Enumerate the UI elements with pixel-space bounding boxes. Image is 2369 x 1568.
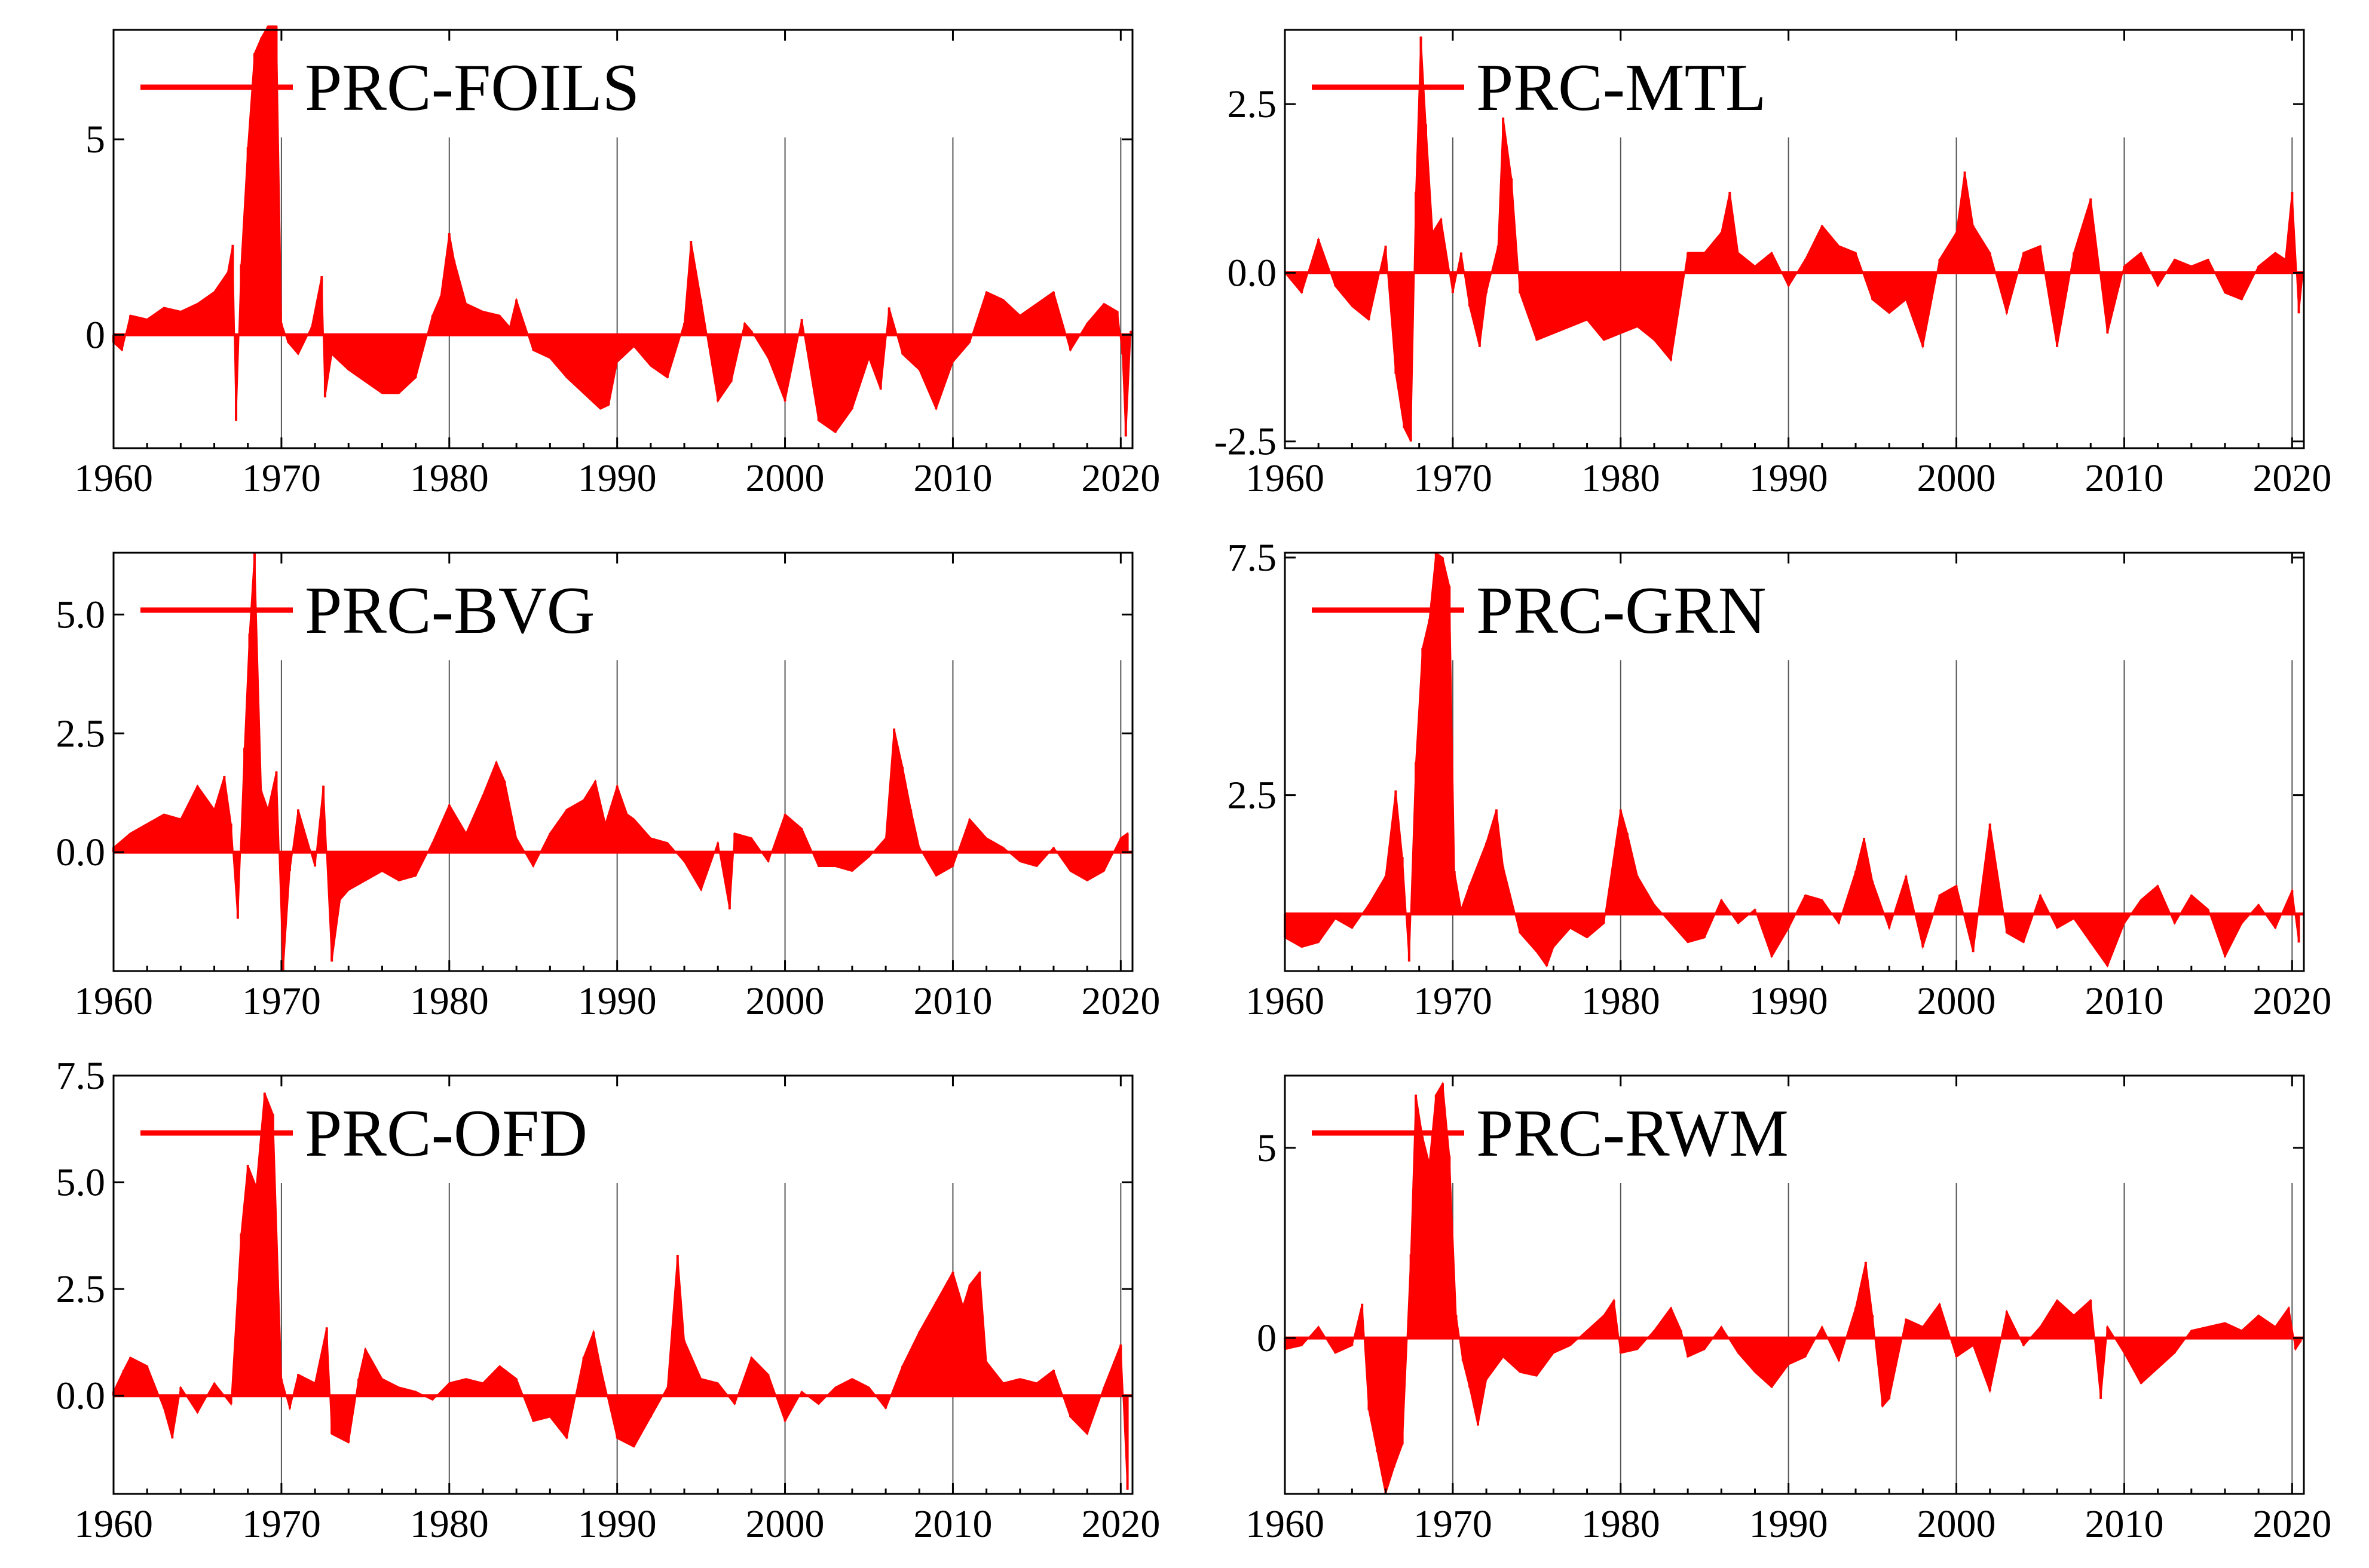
x-tick-label: 1990 bbox=[1749, 979, 1828, 1023]
legend-label: PRC-GRN bbox=[1476, 574, 1766, 648]
data-points bbox=[112, 26, 1133, 437]
x-tick-label: 2020 bbox=[1081, 979, 1160, 1023]
plot-frame bbox=[112, 29, 1134, 449]
x-tick-label: 2000 bbox=[1917, 457, 1996, 500]
chart-panel-prc-rwm: 1960 1970 1980 1990 2000 2010 2020 5 0 PRC-RWM bbox=[1245, 1074, 2331, 1546]
series-area bbox=[1284, 36, 2303, 442]
legend: PRC-RWM bbox=[1312, 1097, 1789, 1171]
legend-label: PRC-BVG bbox=[305, 574, 595, 648]
legend: PRC-FOILS bbox=[140, 51, 639, 125]
x-tick-label: 1960 bbox=[74, 1502, 153, 1546]
x-tick-label: 2010 bbox=[2085, 979, 2163, 1023]
y-tick-label: 2.5 bbox=[56, 712, 106, 755]
legend: PRC-MTL bbox=[1312, 51, 1766, 125]
x-tick-label: 1990 bbox=[1749, 457, 1828, 500]
x-tick-label: 1970 bbox=[1413, 457, 1492, 500]
x-tick-label: 1960 bbox=[74, 979, 153, 1023]
y-tick-label: 2.5 bbox=[56, 1267, 106, 1311]
series-area bbox=[1284, 552, 2300, 968]
chart-panel-prc-foils: 1960 1970 1980 1990 2000 2010 2020 0 5 PRC-FOILS bbox=[74, 25, 1160, 500]
chart-panel-prc-bvg: 1960 1970 1980 1990 2000 2010 2020 5.0 2.5 0.0 PRC… bbox=[56, 552, 1160, 1023]
x-tick-label: 2020 bbox=[2252, 457, 2331, 500]
x-tick-label: 2020 bbox=[1081, 457, 1160, 500]
x-tick-label: 1960 bbox=[1245, 1502, 1324, 1546]
x-tick-label: 2010 bbox=[2085, 1502, 2163, 1546]
legend-label: PRC-MTL bbox=[1476, 51, 1766, 125]
plot-frame bbox=[1284, 29, 2305, 449]
x-tick-label: 2010 bbox=[913, 1502, 992, 1546]
x-tick-label: 2000 bbox=[1917, 979, 1996, 1023]
y-tick-label: 5 bbox=[85, 118, 105, 161]
y-tick-label: 0.0 bbox=[1228, 251, 1277, 295]
x-tick-label: 1990 bbox=[578, 1502, 657, 1546]
x-tick-label: 1990 bbox=[578, 979, 657, 1023]
x-tick-label: 1970 bbox=[242, 1502, 321, 1546]
y-tick-label: 0.0 bbox=[56, 831, 106, 874]
x-tick-label: 1970 bbox=[1413, 979, 1492, 1023]
x-tick-label: 1990 bbox=[578, 457, 657, 500]
x-tick-label: 2010 bbox=[2085, 457, 2163, 500]
y-tick-label: 2.5 bbox=[1228, 82, 1277, 126]
data-points bbox=[1300, 36, 2304, 442]
chart-panel-prc-ofd: 1960 1970 1980 1990 2000 2010 2020 7.5 5.0 2.5 0.0… bbox=[56, 1054, 1161, 1546]
x-tick-label: 2010 bbox=[913, 979, 992, 1023]
plot-frame bbox=[1284, 552, 2305, 972]
y-tick-label: 2.5 bbox=[1228, 774, 1277, 817]
x-tick-label: 1980 bbox=[1581, 457, 1660, 500]
x-tick-label: 1960 bbox=[1245, 457, 1324, 500]
x-tick-label: 1980 bbox=[410, 457, 489, 500]
y-tick-label: 0 bbox=[1257, 1316, 1277, 1360]
x-tick-label: 1980 bbox=[410, 1502, 489, 1546]
x-tick-label: 2000 bbox=[746, 1502, 825, 1546]
x-tick-label: 1980 bbox=[1581, 979, 1660, 1023]
series-area bbox=[113, 552, 1128, 972]
x-tick-label: 1960 bbox=[74, 457, 153, 500]
chart-panel-prc-mtl: 1960 1970 1980 1990 2000 2010 2020 2.5 0.0 -2.5 PR… bbox=[1214, 29, 2331, 500]
x-tick-label: 1970 bbox=[242, 979, 321, 1023]
legend-label: PRC-OFD bbox=[305, 1097, 587, 1171]
y-tick-label: 5.0 bbox=[56, 593, 106, 636]
chart-panel-prc-grn: 1960 1970 1980 1990 2000 2010 2020 7.5 2.5 PRC-GR… bbox=[1228, 536, 2332, 1023]
legend-label: PRC-FOILS bbox=[305, 51, 639, 125]
data-points bbox=[112, 553, 1129, 971]
x-tick-label: 2020 bbox=[1081, 1502, 1160, 1546]
plot-frame bbox=[112, 1074, 1134, 1495]
legend: PRC-OFD bbox=[140, 1097, 587, 1171]
y-tick-label: 7.5 bbox=[56, 1054, 106, 1098]
plot-frame bbox=[112, 552, 1134, 972]
y-tick-label: -2.5 bbox=[1214, 420, 1277, 464]
x-tick-label: 1960 bbox=[1245, 979, 1324, 1023]
y-tick-label: 5 bbox=[1257, 1126, 1277, 1170]
y-tick-label: 7.5 bbox=[1228, 536, 1277, 580]
x-tick-label: 2000 bbox=[746, 979, 825, 1023]
x-tick-label: 2000 bbox=[1917, 1502, 1996, 1546]
legend: PRC-GRN bbox=[1312, 574, 1766, 648]
x-tick-label: 1980 bbox=[1581, 1502, 1660, 1546]
data-points bbox=[1284, 1083, 2302, 1494]
y-tick-label: 0.0 bbox=[56, 1374, 106, 1418]
data-points bbox=[1284, 553, 2300, 967]
y-tick-label: 0 bbox=[85, 313, 105, 357]
x-tick-label: 1980 bbox=[410, 979, 489, 1023]
legend-label: PRC-RWM bbox=[1476, 1097, 1789, 1171]
x-tick-label: 1970 bbox=[1413, 1502, 1492, 1546]
x-tick-label: 2000 bbox=[746, 457, 825, 500]
x-tick-label: 1970 bbox=[242, 457, 321, 500]
x-tick-label: 2020 bbox=[2252, 979, 2331, 1023]
x-tick-label: 2020 bbox=[2252, 1502, 2331, 1546]
data-points bbox=[112, 1092, 1129, 1490]
x-tick-label: 1990 bbox=[1749, 1502, 1828, 1546]
series-area bbox=[1284, 1081, 2301, 1494]
plot-frame bbox=[1284, 1074, 2305, 1495]
y-tick-label: 5.0 bbox=[56, 1161, 106, 1205]
legend: PRC-BVG bbox=[140, 574, 595, 648]
x-tick-label: 2010 bbox=[913, 457, 992, 500]
